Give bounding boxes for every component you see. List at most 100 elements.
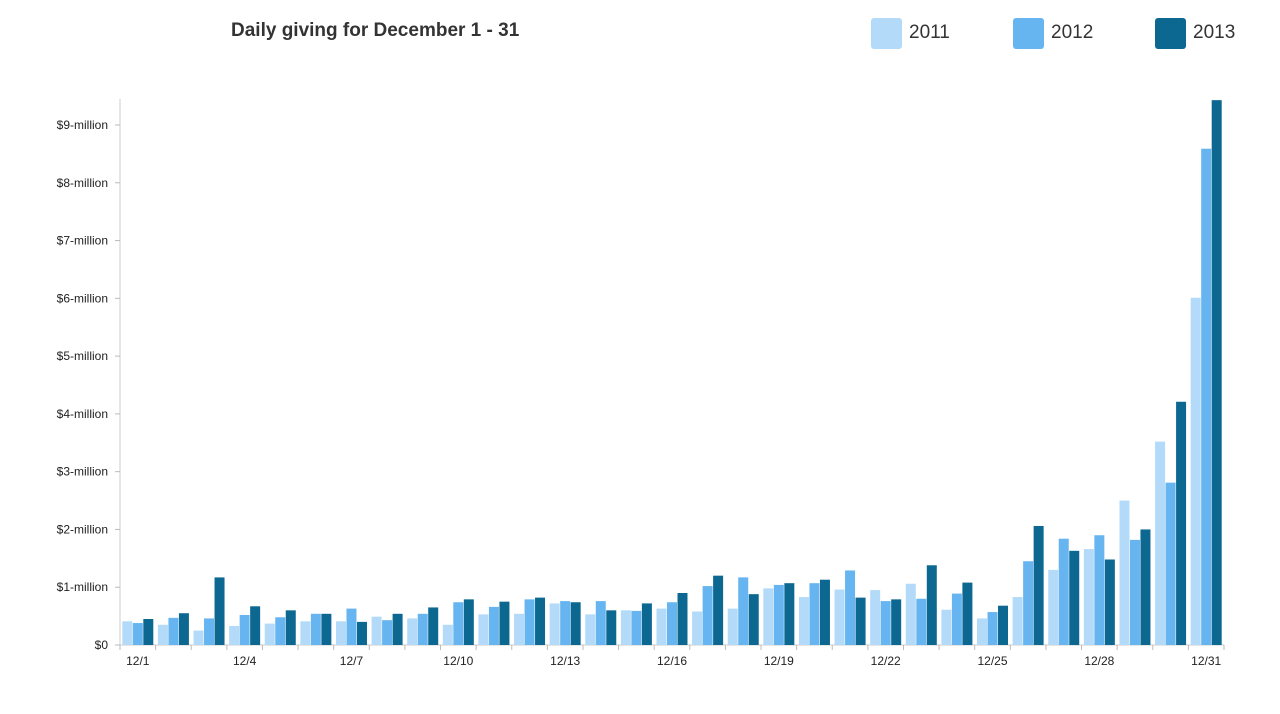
bar-2011-12-28 [1083,549,1094,645]
bar-2011-12-25 [977,618,988,645]
x-tick-label: 12/31 [1191,654,1221,668]
bar-2013-12-3 [214,577,225,645]
legend-swatch-2011 [871,17,902,49]
bar-2011-12-18 [727,608,738,645]
bar-2012-12-27 [1058,538,1069,645]
bar-2012-12-26 [1023,561,1034,645]
bar-2012-12-20 [809,583,820,645]
bar-2011-12-22 [870,590,881,645]
bar-2013-12-24 [962,582,973,645]
bar-2013-12-14 [606,610,617,645]
y-tick-label: $2-million [57,522,108,536]
bar-2013-12-30 [1176,401,1187,645]
bar-2011-12-2 [157,624,168,645]
bar-2012-12-18 [738,577,749,645]
bar-2011-12-3 [193,630,204,645]
y-tick-label: $4-million [57,407,108,421]
x-tick-label: 12/1 [126,654,150,668]
legend-item-2011: 2011 [871,17,950,49]
bar-2013-12-21 [855,597,866,645]
legend-swatch-2013 [1155,17,1186,49]
bar-2011-12-6 [300,621,311,645]
bar-2011-12-14 [585,614,596,645]
y-tick-label: $6-million [57,291,108,305]
bar-2011-12-4 [229,625,240,645]
bar-2012-12-19 [773,584,784,645]
bar-2012-12-2 [168,617,179,645]
bar-2011-12-1 [122,621,133,645]
y-tick-label: $0 [95,638,109,652]
bar-2013-12-26 [1033,525,1044,645]
bar-2012-12-29 [1129,539,1140,645]
bar-2012-12-21 [845,570,856,645]
bar-2012-12-9 [417,613,428,645]
bar-2013-12-5 [285,610,296,645]
bar-2011-12-31 [1190,297,1201,645]
bar-2013-12-23 [926,565,937,645]
legend-label-2013: 2013 [1193,22,1236,43]
y-tick-label: $8-million [57,176,108,190]
x-tick-label: 12/25 [978,654,1008,668]
bar-2011-12-8 [371,616,382,645]
bar-2013-12-28 [1104,559,1115,645]
y-tick-label: $1-million [57,580,108,594]
bar-2012-12-25 [987,612,998,645]
bar-2012-12-22 [880,601,891,645]
legend-label-2012: 2012 [1051,22,1094,43]
bar-2013-12-11 [499,601,510,645]
bar-2012-12-16 [667,602,677,645]
bar-2012-12-28 [1094,535,1105,645]
bar-2012-12-6 [310,613,321,645]
bar-2011-12-10 [442,624,453,645]
bar-2011-12-16 [656,608,667,645]
bar-2012-12-4 [239,614,250,645]
y-tick-label: $7-million [57,234,108,248]
bar-2012-12-31 [1201,148,1212,645]
bar-2012-12-11 [488,606,499,645]
bar-2011-12-9 [407,618,418,645]
bar-2013-12-9 [428,607,439,645]
bar-2013-12-27 [1069,550,1080,645]
bar-2012-12-10 [453,602,464,645]
bar-2011-12-20 [798,597,809,645]
legend-item-2012: 2012 [1013,17,1094,49]
bar-2012-12-8 [382,620,393,645]
bar-2013-12-6 [321,613,332,645]
chart-title: Daily giving for December 1 - 31 [231,20,520,41]
bar-2012-12-1 [132,623,143,645]
bar-2013-12-16 [677,593,688,645]
bar-2013-12-22 [891,599,902,645]
x-tick-label: 12/19 [764,654,794,668]
bar-2011-12-5 [264,623,275,645]
bar-2012-12-5 [275,617,286,645]
bar-2012-12-24 [951,593,962,645]
bar-2013-12-7 [356,621,367,645]
bar-2011-12-23 [905,583,916,645]
y-tick-label: $3-million [57,465,108,479]
x-tick-label: 12/16 [657,654,687,668]
bar-2013-12-18 [748,594,759,645]
bar-2011-12-11 [478,614,489,645]
y-tick-label: $5-million [57,349,108,363]
legend-swatch-2012 [1013,17,1044,49]
legend-item-2013: 2013 [1155,17,1236,49]
bar-2012-12-3 [204,618,215,645]
bar-2012-12-30 [1165,482,1176,645]
bar-2011-12-13 [549,603,560,645]
legend-label-2011: 2011 [909,22,950,43]
bar-2012-12-14 [595,601,606,645]
x-tick-label: 12/13 [550,654,580,668]
x-tick-label: 12/22 [871,654,901,668]
bar-2012-12-7 [346,608,357,645]
bar-2011-12-21 [834,589,845,645]
bar-2013-12-4 [250,606,261,645]
bar-2013-12-12 [535,597,546,645]
x-tick-label: 12/28 [1084,654,1114,668]
bar-2013-12-20 [819,579,830,645]
bar-2013-12-19 [784,583,795,645]
bar-2013-12-17 [713,575,724,645]
bar-2011-12-19 [763,588,774,645]
bar-2013-12-2 [178,613,189,645]
bar-2011-12-24 [941,609,952,645]
